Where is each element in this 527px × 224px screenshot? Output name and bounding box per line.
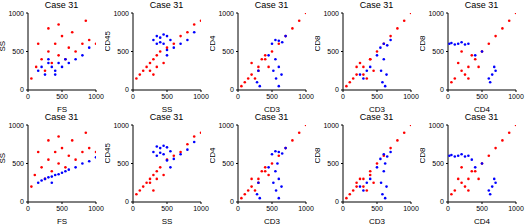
svg-text:1000: 1000	[8, 122, 24, 128]
svg-text:500: 500	[161, 93, 173, 100]
svg-text:0: 0	[125, 198, 129, 205]
svg-text:0: 0	[131, 205, 135, 212]
svg-text:500: 500	[12, 160, 24, 167]
svg-text:1000: 1000	[8, 10, 24, 16]
svg-text:CD8: CD8	[420, 35, 427, 52]
svg-text:1000: 1000	[323, 122, 339, 128]
svg-text:1000: 1000	[403, 93, 419, 100]
svg-text:0: 0	[26, 205, 30, 212]
svg-text:1000: 1000	[88, 205, 104, 212]
svg-text:CD45: CD45	[105, 30, 112, 51]
svg-text:1000: 1000	[88, 93, 104, 100]
svg-text:CD8: CD8	[315, 35, 322, 52]
svg-text:500: 500	[117, 48, 129, 55]
svg-text:500: 500	[56, 205, 68, 212]
svg-text:500: 500	[117, 160, 129, 167]
svg-text:1000: 1000	[113, 122, 129, 128]
html-text:Case 31: Case 31	[359, 112, 394, 122]
svg-text:1000: 1000	[428, 122, 444, 128]
svg-text:500: 500	[476, 205, 488, 212]
svg-text:CD3: CD3	[264, 105, 281, 112]
svg-text:0: 0	[26, 93, 30, 100]
svg-text:0: 0	[125, 86, 129, 93]
svg-text:500: 500	[12, 48, 24, 55]
svg-text:500: 500	[266, 205, 278, 212]
svg-text:CD4: CD4	[210, 35, 217, 52]
svg-text:0: 0	[131, 93, 135, 100]
svg-text:0: 0	[341, 205, 345, 212]
html-text:Case 31: Case 31	[254, 0, 289, 10]
svg-text:500: 500	[371, 205, 383, 212]
svg-text:500: 500	[371, 93, 383, 100]
svg-text:0: 0	[446, 93, 450, 100]
svg-text:1000: 1000	[193, 205, 209, 212]
svg-text:1000: 1000	[403, 205, 419, 212]
html-text:Case 31: Case 31	[464, 112, 499, 122]
html-text:Case 31: Case 31	[254, 112, 289, 122]
svg-text:0: 0	[20, 198, 24, 205]
svg-text:1000: 1000	[298, 205, 314, 212]
svg-text:CD3: CD3	[264, 217, 281, 224]
svg-text:FS: FS	[57, 105, 67, 112]
svg-text:0: 0	[230, 198, 234, 205]
svg-text:500: 500	[266, 93, 278, 100]
svg-text:CD3: CD3	[369, 217, 386, 224]
html-text:Case 31: Case 31	[149, 0, 184, 10]
svg-text:500: 500	[432, 48, 444, 55]
svg-text:500: 500	[432, 160, 444, 167]
svg-text:0: 0	[440, 86, 444, 93]
svg-text:CD3: CD3	[369, 105, 386, 112]
svg-text:1000: 1000	[218, 10, 234, 16]
svg-text:1000: 1000	[508, 205, 519, 212]
svg-text:500: 500	[222, 48, 234, 55]
svg-text:1000: 1000	[323, 10, 339, 16]
svg-text:0: 0	[446, 205, 450, 212]
svg-text:1000: 1000	[193, 93, 209, 100]
svg-text:FS: FS	[57, 217, 67, 224]
svg-text:1000: 1000	[428, 10, 444, 16]
svg-text:0: 0	[335, 86, 339, 93]
svg-text:SS: SS	[162, 105, 173, 112]
svg-text:500: 500	[161, 205, 173, 212]
svg-text:500: 500	[56, 93, 68, 100]
html-text:Case 31: Case 31	[44, 0, 79, 10]
svg-text:500: 500	[476, 93, 488, 100]
html-text:Case 31: Case 31	[464, 0, 499, 10]
svg-text:1000: 1000	[113, 10, 129, 16]
svg-text:1000: 1000	[218, 122, 234, 128]
svg-text:CD8: CD8	[315, 147, 322, 164]
svg-text:0: 0	[335, 198, 339, 205]
svg-text:CD4: CD4	[210, 147, 217, 164]
svg-text:SS: SS	[162, 217, 173, 224]
html-text:Case 31: Case 31	[149, 112, 184, 122]
svg-text:0: 0	[20, 86, 24, 93]
svg-text:0: 0	[236, 93, 240, 100]
html-text:Case 31: Case 31	[44, 112, 79, 122]
svg-text:500: 500	[327, 48, 339, 55]
svg-text:0: 0	[236, 205, 240, 212]
svg-text:CD4: CD4	[474, 217, 491, 224]
svg-text:500: 500	[222, 160, 234, 167]
svg-text:CD8: CD8	[420, 147, 427, 164]
svg-text:500: 500	[327, 160, 339, 167]
svg-text:0: 0	[230, 86, 234, 93]
svg-text:CD4: CD4	[474, 105, 491, 112]
svg-text:CD45: CD45	[105, 142, 112, 163]
svg-text:0: 0	[341, 93, 345, 100]
svg-text:1000: 1000	[298, 93, 314, 100]
svg-text:1000: 1000	[508, 93, 519, 100]
html-text:Case 31: Case 31	[359, 0, 394, 10]
svg-text:0: 0	[440, 198, 444, 205]
